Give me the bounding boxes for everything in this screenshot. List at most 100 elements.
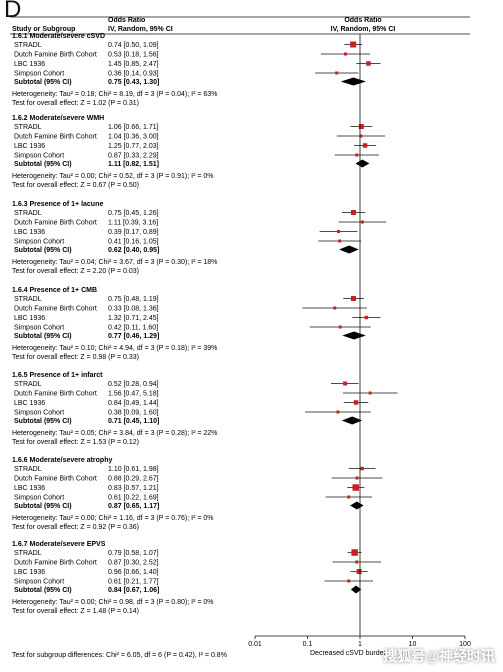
study-point	[347, 579, 351, 583]
study-name: Dutch Famine Birth Cohort	[14, 391, 97, 398]
study-ci: 1.11 [0.39, 3.16]	[108, 220, 158, 227]
study-ci: 1.06 [0.66, 1.71]	[108, 124, 159, 131]
study-point	[343, 381, 348, 386]
overall-effect-text: Test for overall effect: Z = 1.53 (P = 0…	[12, 439, 139, 446]
subtotal-ci: 1.11 [0.82, 1.51]	[108, 161, 159, 168]
study-point	[333, 306, 337, 310]
study-point	[355, 153, 359, 157]
study-name: Simpson Cohort	[14, 495, 64, 502]
study-ci: 0.83 [0.57, 1.21]	[108, 485, 159, 492]
study-point	[355, 560, 359, 564]
subtotal-ci: 0.62 [0.40, 0.95]	[108, 247, 159, 254]
study-name: LBC 1936	[14, 61, 45, 68]
x-tick-label: 1	[358, 641, 362, 648]
study-point	[338, 239, 342, 243]
subtotal-ci: 0.71 [0.45, 1.10]	[108, 418, 159, 425]
study-ci: 1.45 [0.85, 2.47]	[108, 61, 159, 68]
study-point	[358, 124, 364, 129]
study-name: Dutch Famine Birth Cohort	[14, 220, 97, 227]
subtotal-diamond	[342, 331, 366, 340]
study-name: STRADL	[14, 466, 42, 473]
subtotal-label: Subtotal (95% CI)	[14, 161, 72, 168]
study-name: LBC 1936	[14, 400, 45, 407]
heterogeneity-text: Heterogeneity: Tau² = 0.04; Chi² = 3.67,…	[12, 259, 217, 266]
study-ci: 0.33 [0.08, 1.36]	[108, 306, 159, 313]
study-point	[356, 569, 362, 574]
study-ci: 0.41 [0.16, 1.05]	[108, 239, 159, 246]
subtotal-diamond	[355, 159, 370, 168]
subgroup-title: 1.6.7 Moderate/severe EPVS	[12, 541, 106, 548]
study-name: Simpson Cohort	[14, 239, 64, 246]
subtotal-label: Subtotal (95% CI)	[14, 418, 72, 425]
study-ci: 0.75 [0.45, 1.26]	[108, 210, 159, 217]
study-point	[360, 220, 364, 224]
study-point	[355, 476, 359, 480]
study-ci: 0.61 [0.22, 1.69]	[108, 495, 159, 502]
header-odds-ratio-right: Odds Ratio	[344, 17, 381, 24]
study-point	[350, 41, 357, 48]
study-name: STRADL	[14, 210, 42, 217]
watermark-text: 搜狐号@神经时讯	[383, 648, 495, 664]
subtotal-diamond	[350, 585, 362, 594]
study-point	[362, 143, 368, 148]
x-axis-direction-label: Decreased cSVD burden	[310, 650, 388, 657]
study-name: STRADL	[14, 550, 42, 557]
study-name: LBC 1936	[14, 229, 45, 236]
study-name: STRADL	[14, 42, 42, 49]
study-point	[350, 296, 356, 301]
x-tick-label: 100	[459, 641, 471, 648]
study-ci: 1.32 [0.71, 2.45]	[108, 315, 159, 322]
subtotal-diamond	[341, 416, 363, 425]
overall-effect-text: Test for overall effect: Z = 0.98 (P = 0…	[12, 354, 139, 361]
study-ci: 0.36 [0.14, 0.93]	[108, 71, 159, 78]
study-ci: 0.96 [0.66, 1.40]	[108, 569, 159, 576]
header-study: Study or Subgroup	[12, 26, 75, 33]
subgroup-title: 1.6.5 Presence of 1+ infarct	[12, 372, 103, 379]
x-tick-label: 0.1	[303, 641, 313, 648]
study-point	[336, 410, 340, 414]
header-odds-ratio-left: Odds Ratio	[108, 17, 145, 24]
study-ci: 0.87 [0.33, 2.29]	[108, 153, 159, 160]
study-name: Dutch Famine Birth Cohort	[14, 306, 97, 313]
study-name: Simpson Cohort	[14, 410, 64, 417]
subtotal-label: Subtotal (95% CI)	[14, 79, 72, 86]
study-ci: 0.39 [0.17, 0.89]	[108, 229, 159, 236]
study-name: STRADL	[14, 296, 42, 303]
study-point	[351, 549, 358, 556]
subtotal-ci: 0.84 [0.67, 1.06]	[108, 587, 159, 594]
study-point	[359, 134, 363, 138]
study-name: Dutch Famine Birth Cohort	[14, 560, 97, 567]
subtotal-diamond	[339, 245, 359, 254]
study-ci: 0.84 [0.49, 1.44]	[108, 400, 159, 407]
study-ci: 0.87 [0.30, 2.52]	[108, 560, 159, 567]
study-ci: 1.04 [0.36, 3.00]	[108, 134, 159, 141]
study-point	[368, 391, 372, 395]
overall-effect-text: Test for overall effect: Z = 1.02 (P = 0…	[12, 100, 139, 107]
heterogeneity-text: Heterogeneity: Tau² = 0.00; Chi² = 1.16,…	[12, 515, 214, 522]
study-name: LBC 1936	[14, 315, 45, 322]
heterogeneity-text: Heterogeneity: Tau² = 0.00; Chi² = 0.98,…	[12, 599, 214, 606]
study-point	[364, 315, 369, 320]
study-ci: 0.42 [0.11, 1.60]	[108, 325, 158, 332]
subgroup-title: 1.6.6 Moderate/severe atrophy	[12, 457, 112, 464]
subgroup-title: 1.6.2 Moderate/severe WMH	[12, 115, 104, 122]
heterogeneity-text: Heterogeneity: Tau² = 0.05; Chi² = 3.84,…	[12, 430, 217, 437]
study-ci: 0.53 [0.18, 1.56]	[108, 52, 159, 59]
study-ci: 0.79 [0.58, 1.07]	[108, 550, 159, 557]
study-ci: 1.25 [0.77, 2.03]	[108, 143, 159, 150]
study-name: Dutch Famine Birth Cohort	[14, 476, 97, 483]
study-name: Simpson Cohort	[14, 71, 64, 78]
study-point	[338, 325, 342, 329]
study-point	[350, 210, 356, 215]
study-point	[347, 495, 351, 499]
study-point	[366, 61, 371, 66]
subtotal-ci: 0.75 [0.43, 1.30]	[108, 79, 159, 86]
study-ci: 0.38 [0.09, 1.60]	[108, 410, 159, 417]
study-name: LBC 1936	[14, 485, 45, 492]
subtotal-label: Subtotal (95% CI)	[14, 247, 72, 254]
study-point	[352, 484, 360, 491]
x-tick-label: 0.01	[248, 641, 262, 648]
study-name: Dutch Famine Birth Cohort	[14, 52, 97, 59]
study-point	[335, 71, 339, 75]
